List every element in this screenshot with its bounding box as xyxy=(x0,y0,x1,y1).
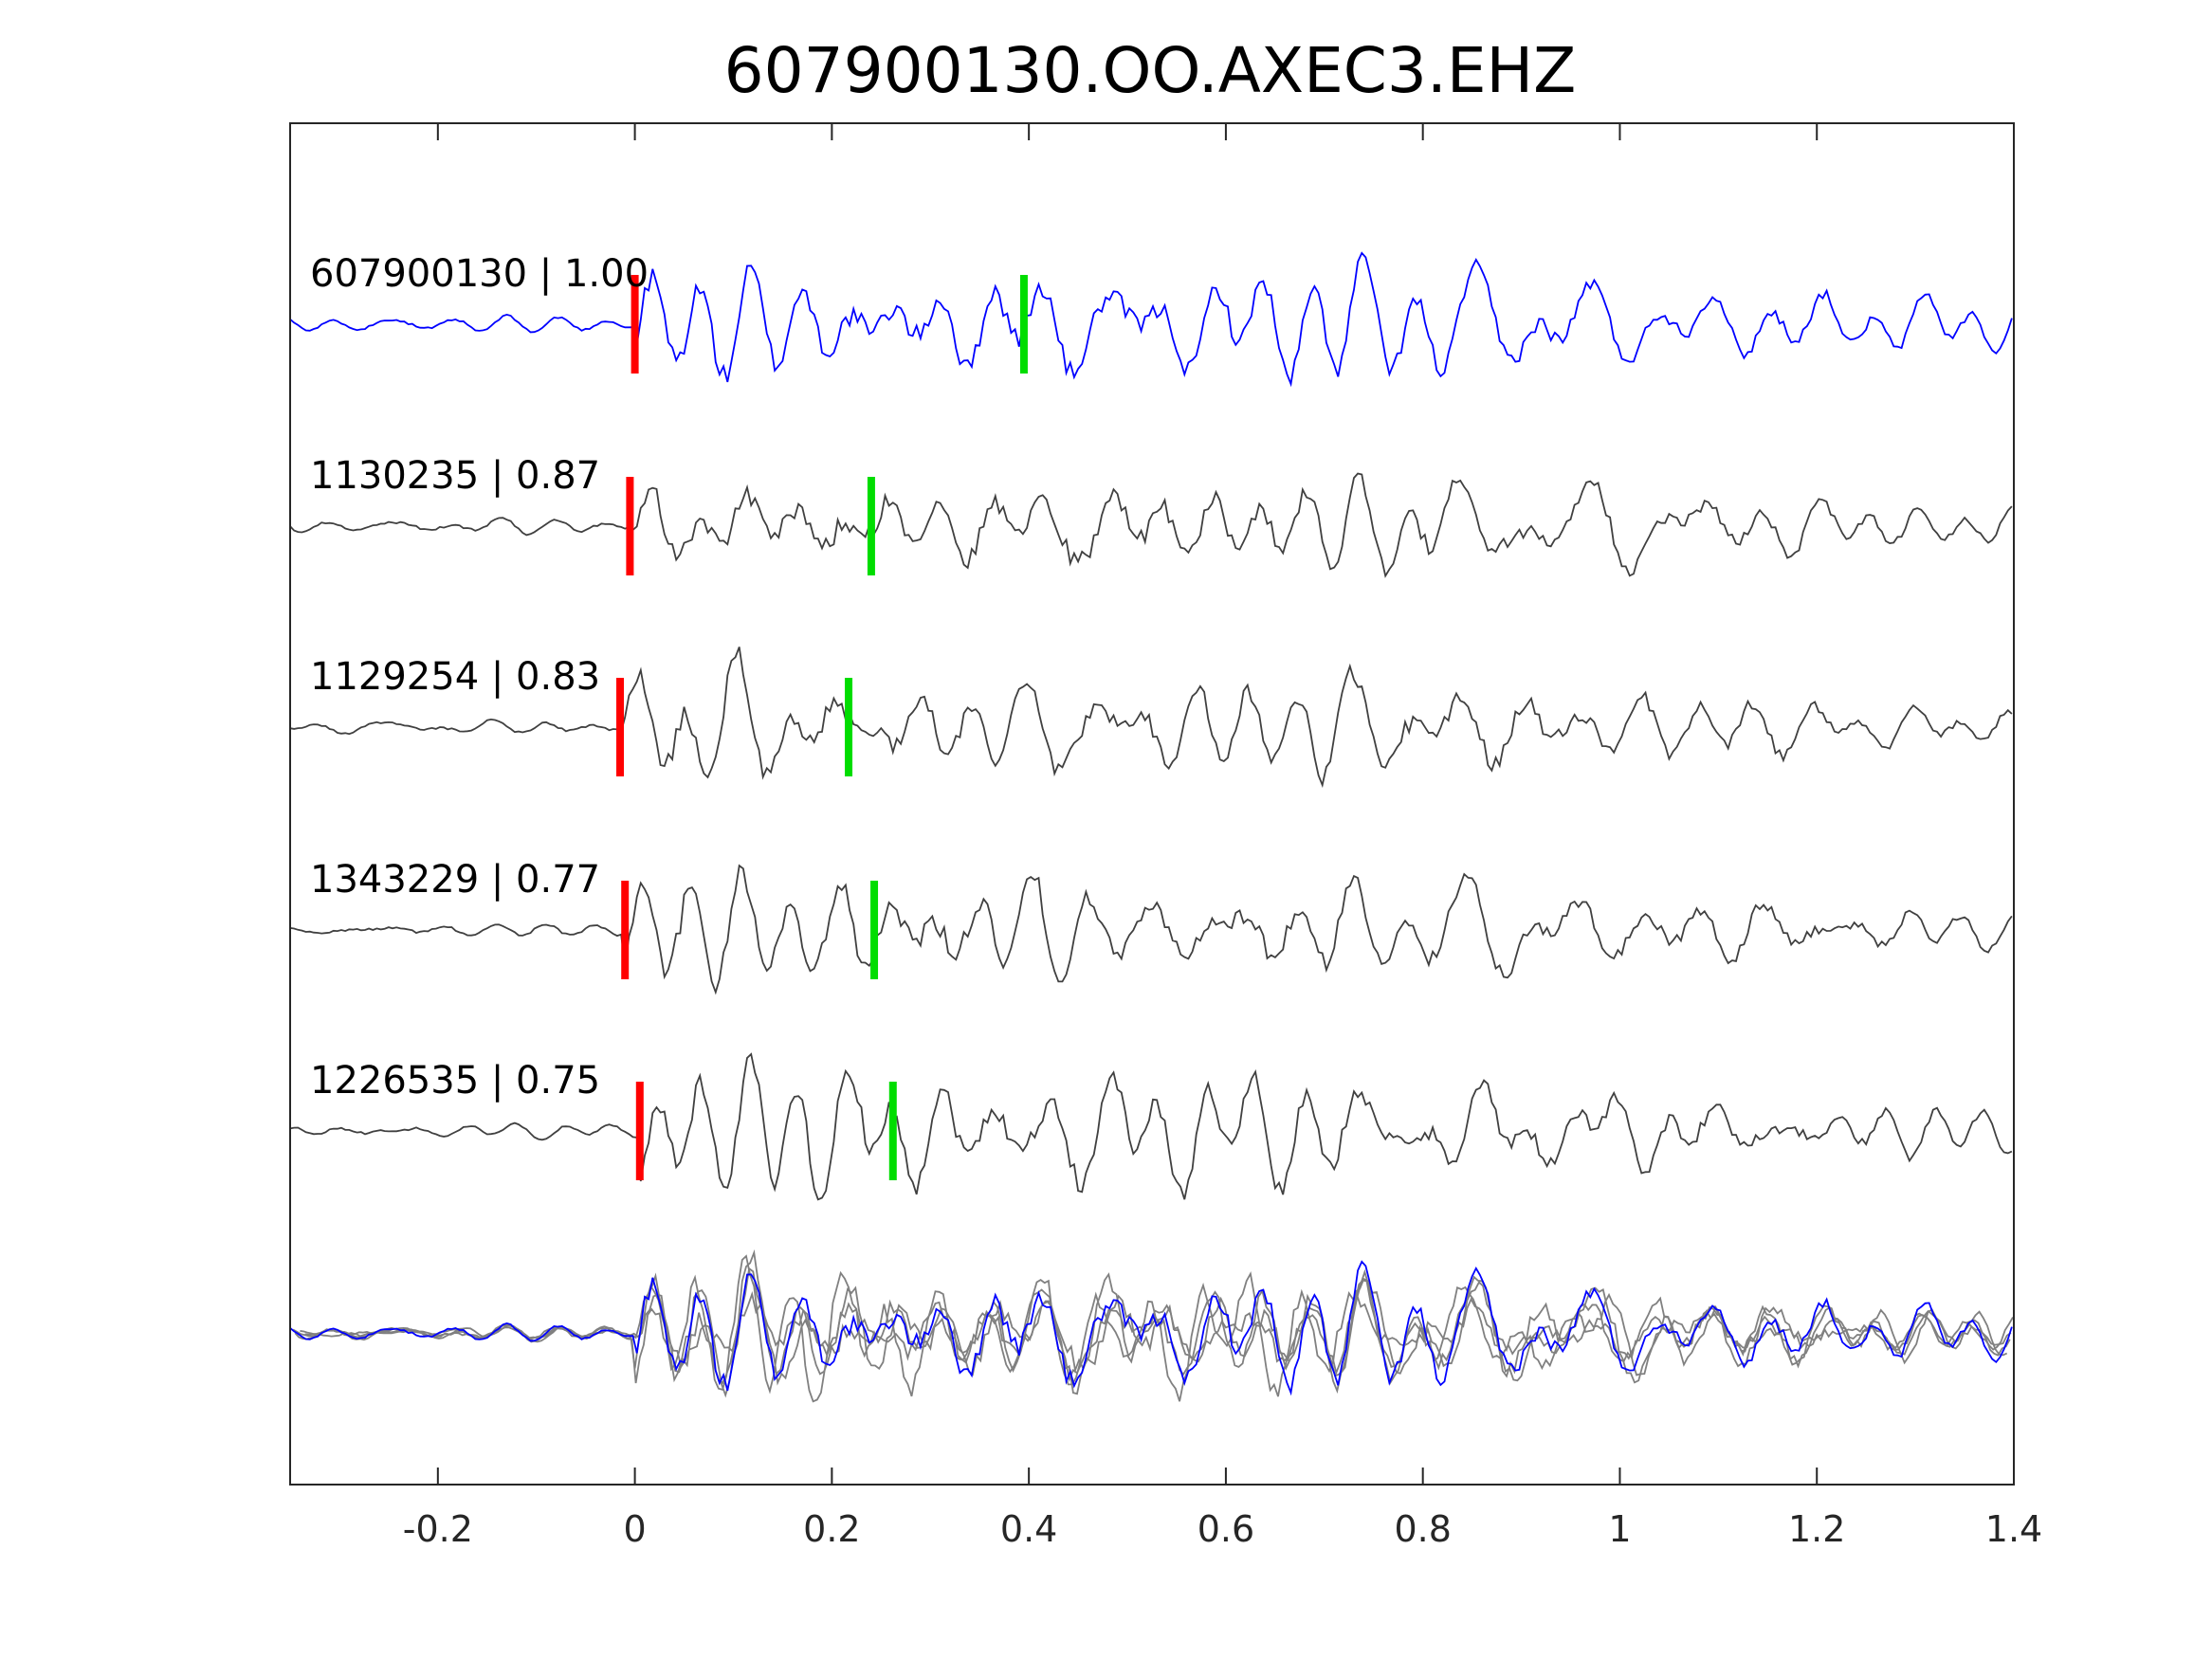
trace-1129254 xyxy=(289,647,2013,789)
chart-title: 607900130.OO.AXEC3.EHZ xyxy=(724,34,1577,107)
trace-607900130 xyxy=(289,251,2013,388)
x-tick-label: 0.4 xyxy=(1000,1508,1057,1550)
trace-label: 1130235 | 0.87 xyxy=(310,454,600,498)
x-tick-label: 0.2 xyxy=(803,1508,860,1550)
trace-label: 1129254 | 0.83 xyxy=(310,655,600,699)
trace-1226535 xyxy=(289,1052,2013,1201)
trace-1343229 xyxy=(289,864,2013,995)
x-tick-label: 1.4 xyxy=(1985,1508,2042,1550)
plot-frame xyxy=(289,122,2015,1486)
x-axis: -0.2 0 0.2 0.4 0.6 0.8 1 1.2 1.4 xyxy=(403,123,2042,1550)
trace-label: 1226535 | 0.75 xyxy=(310,1059,600,1103)
overlay-trace-1129254 xyxy=(304,1249,2012,1395)
trace-label: 1343229 | 0.77 xyxy=(310,858,600,902)
x-tick-label: 1.2 xyxy=(1788,1508,1845,1550)
trace-1130235 xyxy=(289,472,2013,578)
x-tick-label: 0.6 xyxy=(1197,1508,1254,1550)
trace-label: 607900130 | 1.00 xyxy=(310,252,649,296)
overlay-trace-1130235 xyxy=(294,1279,2014,1385)
x-tick-label: -0.2 xyxy=(403,1508,473,1550)
traces: 607900130 | 1.00 1130235 | 0.87 1129254 | … xyxy=(289,251,2014,1403)
x-tick-label: 0.8 xyxy=(1394,1508,1451,1550)
overlay-trace-607900130 xyxy=(289,1260,2013,1396)
x-tick-label: 1 xyxy=(1608,1508,1631,1550)
x-tick-label: 0 xyxy=(624,1508,647,1550)
